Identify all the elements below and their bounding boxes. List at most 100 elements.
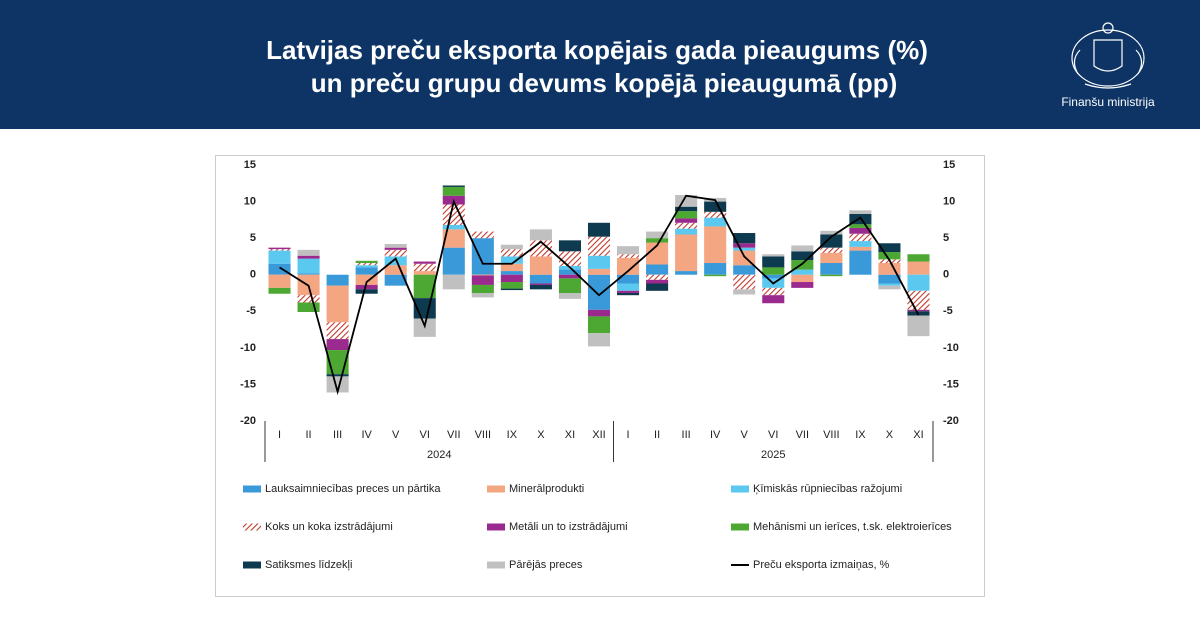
- bar-segment: [326, 322, 349, 340]
- x-tick-label: XII: [592, 429, 605, 441]
- y-tick-label: 15: [244, 159, 256, 171]
- x-tick-label: XI: [565, 429, 575, 441]
- bar-segment: [791, 245, 814, 252]
- bar-segment: [704, 217, 727, 227]
- bar-segment: [791, 282, 814, 288]
- bar-segment: [268, 287, 291, 294]
- bar-segment: [297, 255, 320, 259]
- x-tick-label: VIII: [823, 429, 840, 441]
- y2-tick-label: -5: [943, 305, 953, 317]
- bar-segment: [471, 238, 494, 275]
- emblem: [1071, 22, 1145, 89]
- bar-segment: [297, 249, 320, 256]
- legend-swatch: [243, 485, 261, 493]
- bar-segment: [326, 374, 349, 377]
- x-tick-label: II: [306, 429, 312, 441]
- bar-segment: [675, 228, 698, 235]
- bar-segment: [355, 260, 378, 264]
- bar-segment: [617, 254, 640, 258]
- bar-segment: [878, 263, 901, 275]
- legend-swatch: [243, 523, 261, 531]
- legend-swatch: [243, 561, 261, 569]
- bar-segment: [849, 250, 872, 275]
- x-tick-label: III: [682, 429, 691, 441]
- legend-swatch: [487, 523, 505, 531]
- bar-segment: [849, 227, 872, 234]
- legend-label: Minerālprodukti: [509, 483, 584, 495]
- bar-segment: [820, 234, 843, 248]
- bar-segment: [471, 231, 494, 239]
- bar-segment: [675, 222, 698, 229]
- x-tick-label: VIII: [475, 429, 492, 441]
- x-tick-label: VI: [768, 429, 778, 441]
- bar-segment: [471, 293, 494, 298]
- bar-segment: [442, 224, 465, 230]
- bar-segment: [849, 224, 872, 228]
- bar-segment: [704, 211, 727, 218]
- bar-segment: [646, 283, 669, 291]
- bar-segment: [413, 261, 436, 264]
- bar-segment: [646, 279, 669, 284]
- legend-label: Ķīmiskās rūpniecības ražojumi: [753, 483, 902, 495]
- x-tick-label: IV: [710, 429, 721, 441]
- bar-segment: [442, 229, 465, 248]
- bar-segment: [704, 274, 727, 277]
- y-tick-label: 0: [250, 269, 256, 281]
- y2-tick-label: 10: [943, 195, 955, 207]
- logo-text: Finanšu ministrija: [1061, 95, 1155, 109]
- y2-tick-label: 5: [943, 232, 949, 244]
- bar-segment: [820, 263, 843, 275]
- bar-segment: [587, 274, 611, 310]
- bar-segment: [442, 186, 465, 196]
- x-tick-label: V: [392, 429, 400, 441]
- x-tick-label: IV: [361, 429, 372, 441]
- bar-segment: [675, 271, 698, 275]
- legend-label: Preču eksporta izmaiņas, %: [753, 559, 890, 571]
- bar-segment: [878, 274, 901, 284]
- legend-swatch: [731, 485, 749, 493]
- bar-segment: [646, 274, 669, 280]
- bar-segment: [384, 265, 407, 275]
- y2-tick-label: 15: [943, 159, 955, 171]
- bar-segment: [762, 256, 785, 268]
- bar-segment: [907, 315, 930, 337]
- bar-segment: [413, 271, 436, 275]
- bar-segment: [646, 231, 669, 239]
- bar-segment: [442, 274, 465, 290]
- bar-segment: [762, 267, 785, 275]
- bar-segment: [326, 274, 349, 286]
- legend-label: Satiksmes līdzekļi: [265, 559, 352, 571]
- legend-swatch: [487, 485, 505, 493]
- bar-segment: [617, 246, 640, 255]
- bar-segment: [355, 265, 378, 268]
- bar-segment: [529, 284, 552, 290]
- header-band: [0, 0, 1200, 129]
- bar-segment: [268, 263, 291, 275]
- bar-segment: [878, 283, 901, 286]
- bar-segment: [646, 264, 669, 275]
- y-tick-label: -5: [246, 305, 256, 317]
- bar-segment: [529, 240, 552, 257]
- bar-segment: [907, 254, 930, 262]
- bar-segment: [587, 309, 611, 317]
- bar-segment: [268, 250, 291, 264]
- bar-segment: [791, 269, 814, 275]
- bar-segment: [413, 263, 436, 272]
- line-series: [279, 194, 920, 396]
- bar-segment: [442, 185, 465, 187]
- legend-label: Koks un koka izstrādājumi: [265, 521, 393, 533]
- legend-swatch: [731, 523, 749, 531]
- bar-segment: [878, 252, 901, 260]
- y2-tick-label: -20: [943, 415, 959, 427]
- bar-segment: [558, 269, 581, 275]
- bar-segment: [675, 194, 698, 207]
- y-tick-label: -20: [240, 415, 256, 427]
- legend-label: Pārējās preces: [509, 559, 583, 571]
- x-tick-label: I: [278, 429, 281, 441]
- title-line: un preču grupu devums kopējā pieaugumā (…: [311, 68, 898, 98]
- bar-segment: [297, 258, 320, 274]
- bar-segment: [529, 229, 552, 241]
- bar-segment: [500, 288, 523, 291]
- bar-segment: [297, 273, 320, 275]
